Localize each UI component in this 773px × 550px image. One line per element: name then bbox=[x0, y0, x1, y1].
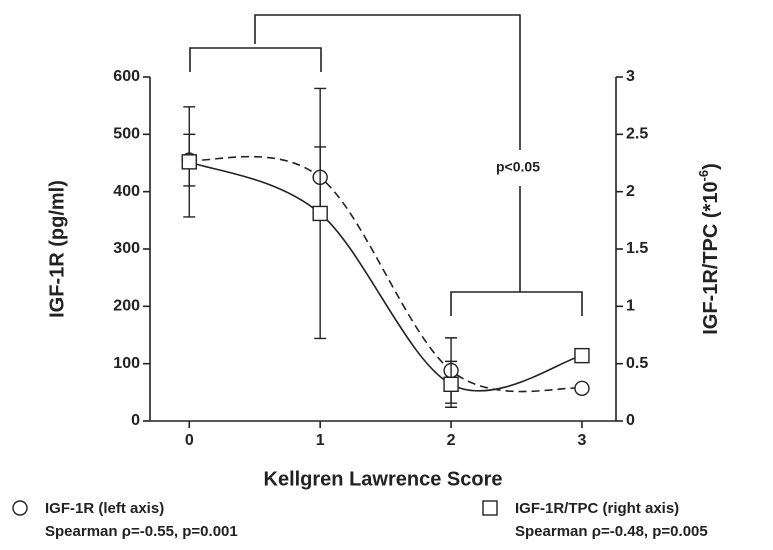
series-line bbox=[189, 155, 583, 393]
legend-marker bbox=[482, 500, 498, 516]
y-tick-label: 300 bbox=[113, 240, 140, 257]
point bbox=[574, 380, 590, 397]
x-tick-label: 0 bbox=[185, 432, 194, 449]
y2-tick-label: 2.5 bbox=[626, 126, 648, 143]
y-tick-label: 0 bbox=[131, 412, 140, 429]
legend-label: IGF-1R (left axis) bbox=[45, 500, 164, 517]
legend-stat: Spearman ρ=-0.55, p=0.001 bbox=[45, 523, 238, 540]
y2-tick-label: 1 bbox=[626, 298, 635, 315]
y2-axis-label: IGF-1R/TPC (*10-6) bbox=[696, 163, 722, 335]
x-tick-label: 2 bbox=[447, 432, 456, 449]
y2-label-sup: -6 bbox=[696, 170, 711, 182]
y2-label-end: ) bbox=[700, 163, 722, 170]
y2-label-text: IGF-1R/TPC (*10 bbox=[700, 181, 722, 334]
x-tick-label: 1 bbox=[316, 432, 325, 449]
y2-tick-label: 0.5 bbox=[626, 355, 648, 372]
legend-label: IGF-1R/TPC (right axis) bbox=[515, 500, 679, 517]
x-tick-label: 3 bbox=[578, 432, 587, 449]
legend-stat: Spearman ρ=-0.48, p=0.005 bbox=[515, 523, 708, 540]
y-tick-label: 400 bbox=[113, 183, 140, 200]
y-tick-label: 500 bbox=[113, 126, 140, 143]
point bbox=[443, 376, 459, 393]
y2-tick-label: 2 bbox=[626, 183, 635, 200]
x-axis-label: Kellgren Lawrence Score bbox=[264, 468, 503, 490]
series-line bbox=[188, 161, 583, 392]
y2-tick-label: 0 bbox=[626, 412, 635, 429]
point bbox=[181, 154, 197, 170]
point bbox=[574, 347, 590, 364]
y2-tick-label: 3 bbox=[626, 68, 635, 85]
point bbox=[312, 205, 328, 222]
y-tick-label: 200 bbox=[113, 298, 140, 315]
y-tick-label: 600 bbox=[113, 68, 140, 85]
y2-tick-label: 1.5 bbox=[626, 240, 648, 257]
y-axis-label: IGF-1R (pg/ml) bbox=[46, 180, 68, 318]
legend-marker bbox=[12, 500, 28, 516]
y-tick-label: 100 bbox=[113, 355, 140, 372]
brackets bbox=[189, 14, 583, 316]
annotation: p<0.05 bbox=[496, 159, 540, 175]
